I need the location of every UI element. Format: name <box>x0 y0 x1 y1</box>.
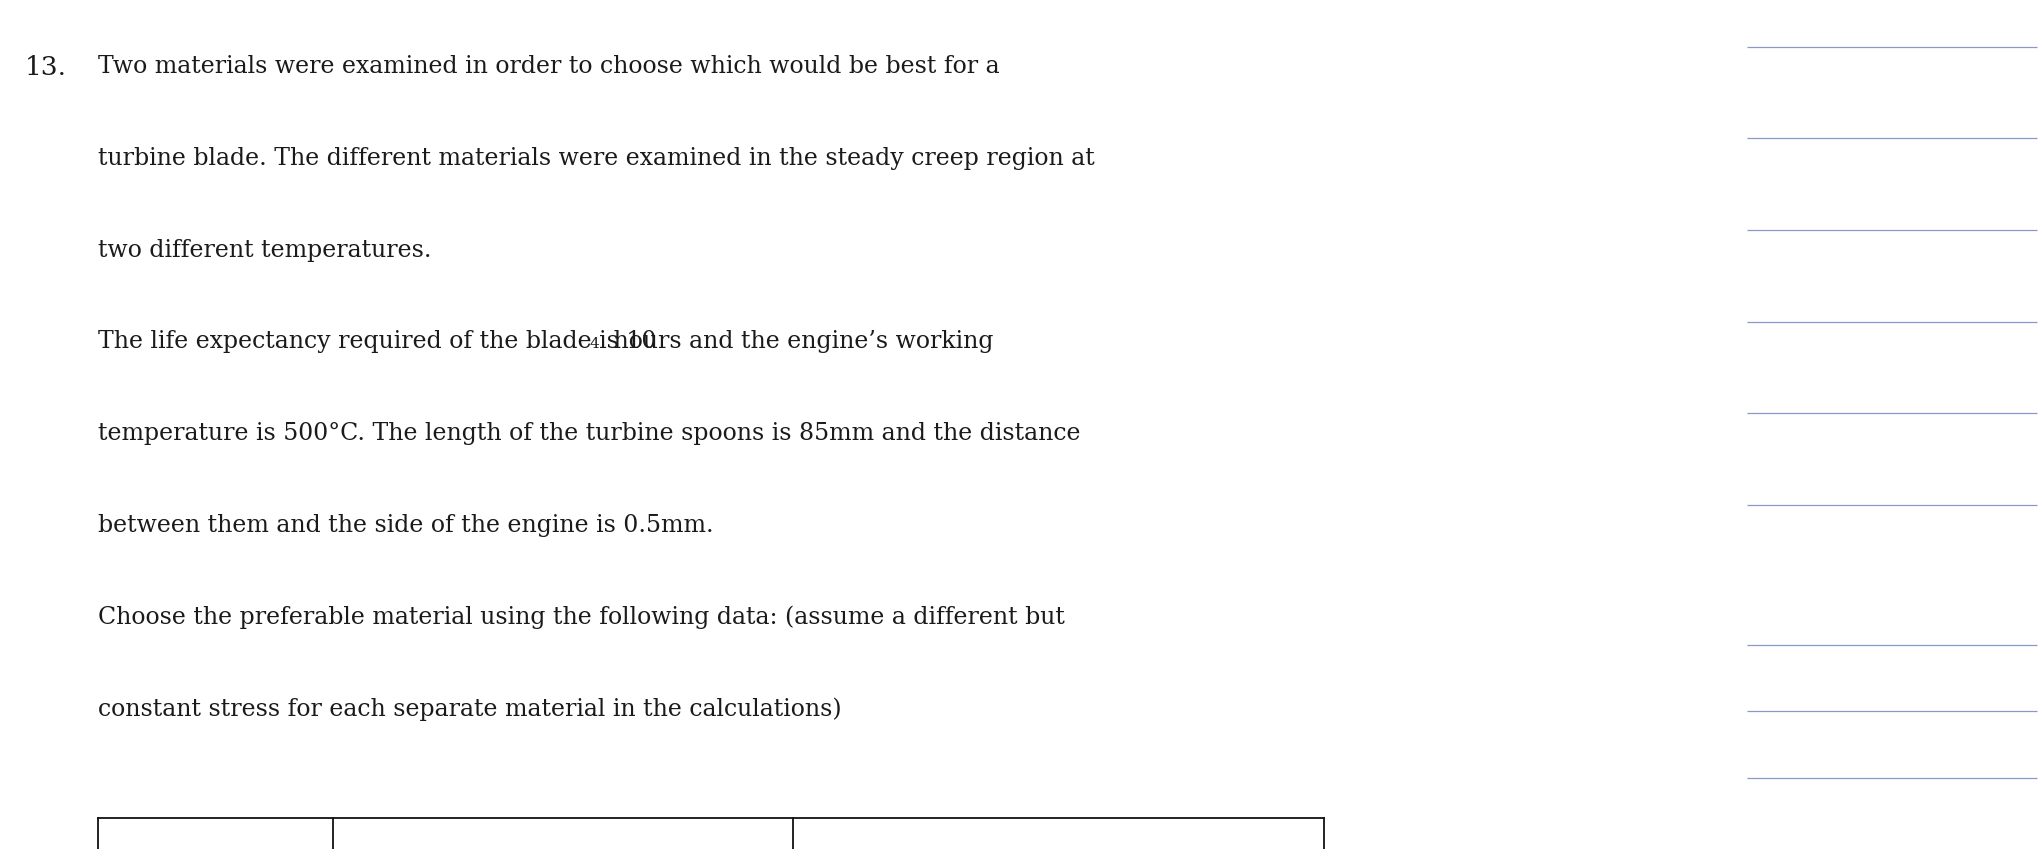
Text: temperature is 500°C. The length of the turbine spoons is 85mm and the distance: temperature is 500°C. The length of the … <box>98 422 1081 445</box>
Text: 4: 4 <box>590 337 599 351</box>
Text: hours and the engine’s working: hours and the engine’s working <box>607 330 993 353</box>
Text: turbine blade. The different materials were examined in the steady creep region : turbine blade. The different materials w… <box>98 147 1095 170</box>
Text: constant stress for each separate material in the calculations): constant stress for each separate materi… <box>98 697 842 721</box>
Text: between them and the side of the engine is 0.5mm.: between them and the side of the engine … <box>98 514 713 537</box>
Text: Choose the preferable material using the following data: (assume a different but: Choose the preferable material using the… <box>98 605 1064 629</box>
Text: The life expectancy required of the blade is 10: The life expectancy required of the blad… <box>98 330 656 353</box>
Text: two different temperatures.: two different temperatures. <box>98 239 431 261</box>
Text: Two materials were examined in order to choose which would be best for a: Two materials were examined in order to … <box>98 55 999 78</box>
Text: 13.: 13. <box>25 55 67 80</box>
